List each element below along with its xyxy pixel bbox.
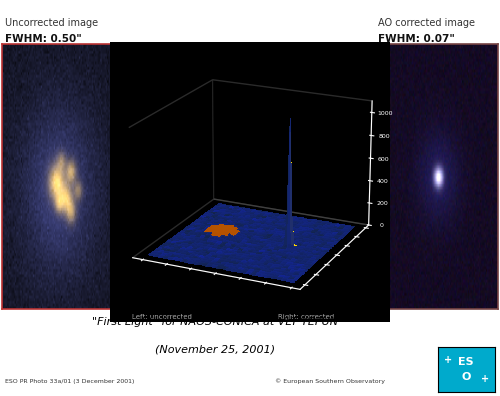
Text: AO corrected image: AO corrected image [378,18,474,28]
Text: FWHM: 0.50": FWHM: 0.50" [5,34,82,44]
Text: O: O [462,373,471,383]
Text: © European Southern Observatory: © European Southern Observatory [275,379,385,384]
Text: Uncorrected image: Uncorrected image [5,18,98,28]
Text: Right: corrected: Right: corrected [278,314,334,320]
Text: +: + [444,355,452,365]
Text: Left: uncorrected: Left: uncorrected [132,314,192,320]
Text: (November 25, 2001): (November 25, 2001) [155,345,275,354]
Text: FWHM: 0.07": FWHM: 0.07" [378,34,454,44]
Text: "First Light" for NAOS-CONICA at VLT YEPUN: "First Light" for NAOS-CONICA at VLT YEP… [92,317,338,327]
Text: ESO PR Photo 33a/01 (3 December 2001): ESO PR Photo 33a/01 (3 December 2001) [5,379,134,384]
Text: +: + [480,374,488,384]
Text: ES: ES [458,358,474,367]
